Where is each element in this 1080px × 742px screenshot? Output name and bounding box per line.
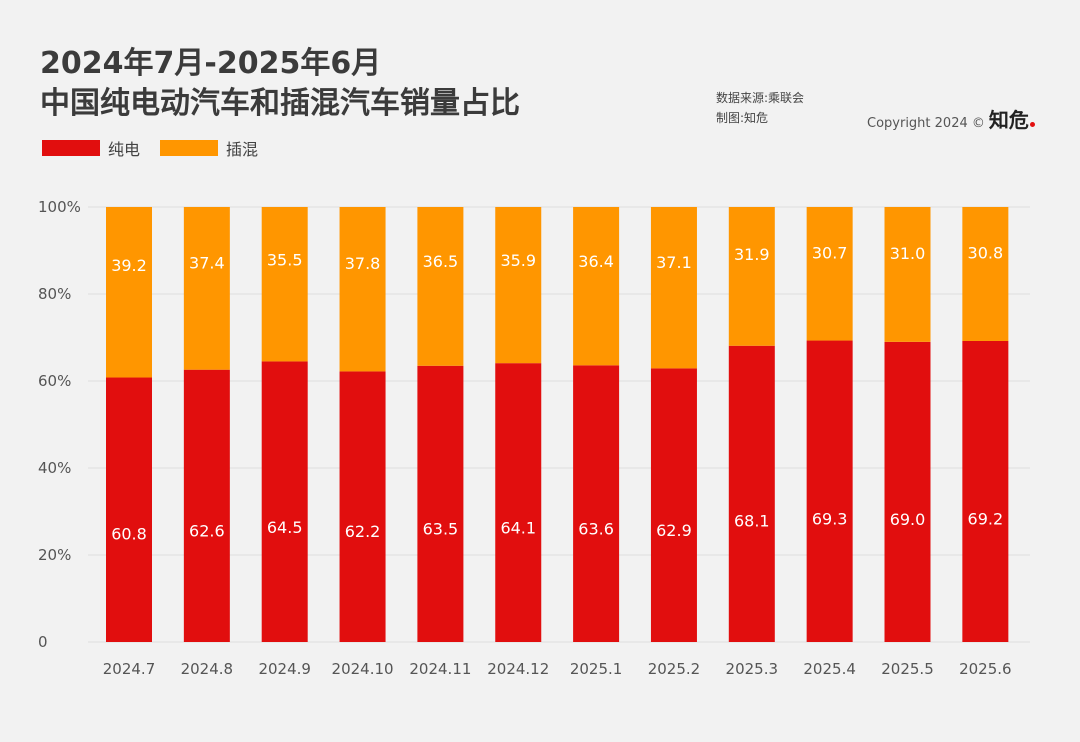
data-label-phev: 30.7 [812,243,848,262]
x-tick-label: 2025.6 [959,660,1012,678]
x-tick-label: 2024.11 [409,660,471,678]
legend-label-phev: 插混 [226,140,259,159]
brand-logo: 知危 [989,104,1035,133]
brand-logo-text: 知危 [988,108,1029,132]
bar-bev [106,377,152,642]
data-label-phev: 37.4 [189,253,225,272]
data-label-phev: 36.4 [578,252,614,271]
data-label-bev: 64.1 [500,519,536,538]
data-label-bev: 63.6 [578,520,614,539]
legend-swatch-bev [42,140,100,156]
x-tick-label: 2024.10 [332,660,394,678]
x-tick-label: 2024.8 [181,660,234,678]
data-label-phev: 36.5 [423,252,459,271]
bar-bev [261,361,308,642]
x-tick-label: 2025.3 [726,660,779,678]
x-tick-label: 2025.1 [570,660,623,678]
data-label-bev: 69.0 [890,510,926,529]
data-label-bev: 62.2 [345,522,381,541]
chart-title: 2024年7月-2025年6月 中国纯电动汽车和插混汽车销量占比 [40,44,520,124]
bar-bev [183,369,230,642]
bar-bev [728,345,775,642]
bar-phev [261,207,308,362]
bar-bev [962,340,1009,642]
bar-bev [495,363,542,642]
bar-bev [884,341,931,642]
source-note: 数据来源:乘联会 制图:知危 [716,88,804,128]
y-tick-label: 100% [38,198,81,216]
bar-phev [106,207,152,378]
made-by: 制图:知危 [716,111,769,125]
bar-phev [495,207,542,364]
legend: 纯电 插混 [42,136,278,160]
bar-bev [650,368,697,642]
y-tick-label: 0 [38,633,48,651]
y-tick-label: 80% [38,285,71,303]
data-label-bev: 69.2 [968,510,1004,529]
x-tick-label: 2025.2 [648,660,701,678]
chart-title-line2: 中国纯电动汽车和插混汽车销量占比 [40,86,520,121]
data-label-phev: 39.2 [111,256,147,275]
bar-phev [650,207,697,369]
bar-phev [417,207,464,366]
data-label-phev: 35.5 [267,251,303,270]
bar-phev [884,207,931,342]
chart-title-line1: 2024年7月-2025年6月 [40,46,382,81]
data-label-phev: 35.9 [500,251,536,270]
data-label-bev: 62.9 [656,521,692,540]
data-label-bev: 63.5 [423,520,459,539]
bar-phev [806,207,853,341]
data-label-bev: 69.3 [812,509,848,528]
legend-item-bev: 纯电 [42,136,140,160]
legend-swatch-phev [160,140,219,156]
y-tick-label: 60% [38,372,71,390]
x-tick-label: 2024.9 [258,660,311,678]
data-source: 数据来源:乘联会 [716,91,805,105]
logo-dot-icon [1029,122,1035,127]
data-label-phev: 37.8 [345,254,381,273]
bar-phev [728,207,775,346]
bar-phev [339,207,386,372]
bar-bev [339,371,386,642]
bar-bev [417,365,464,642]
y-tick-label: 40% [38,459,71,477]
bar-phev [962,207,1009,341]
bar-bev [806,340,853,642]
bar-phev [183,207,230,370]
x-tick-label: 2024.7 [103,660,156,678]
data-label-phev: 31.9 [734,245,770,264]
legend-item-phev: 插混 [160,136,258,160]
data-label-bev: 68.1 [734,512,770,531]
bar-bev [573,365,620,642]
data-label-bev: 60.8 [111,525,147,544]
copyright: Copyright 2024 © 知危 [867,104,1035,133]
data-label-bev: 62.6 [189,521,225,540]
bar-phev [573,207,620,366]
data-label-phev: 37.1 [656,253,692,272]
x-tick-label: 2025.5 [881,660,934,678]
x-tick-label: 2024.12 [487,660,549,678]
x-tick-label: 2025.4 [803,660,856,678]
legend-label-bev: 纯电 [108,140,141,159]
y-tick-label: 20% [38,546,71,564]
data-label-bev: 64.5 [267,518,303,537]
data-label-phev: 30.8 [968,244,1004,263]
data-label-phev: 31.0 [890,244,926,263]
copyright-text: Copyright 2024 © [867,116,985,131]
